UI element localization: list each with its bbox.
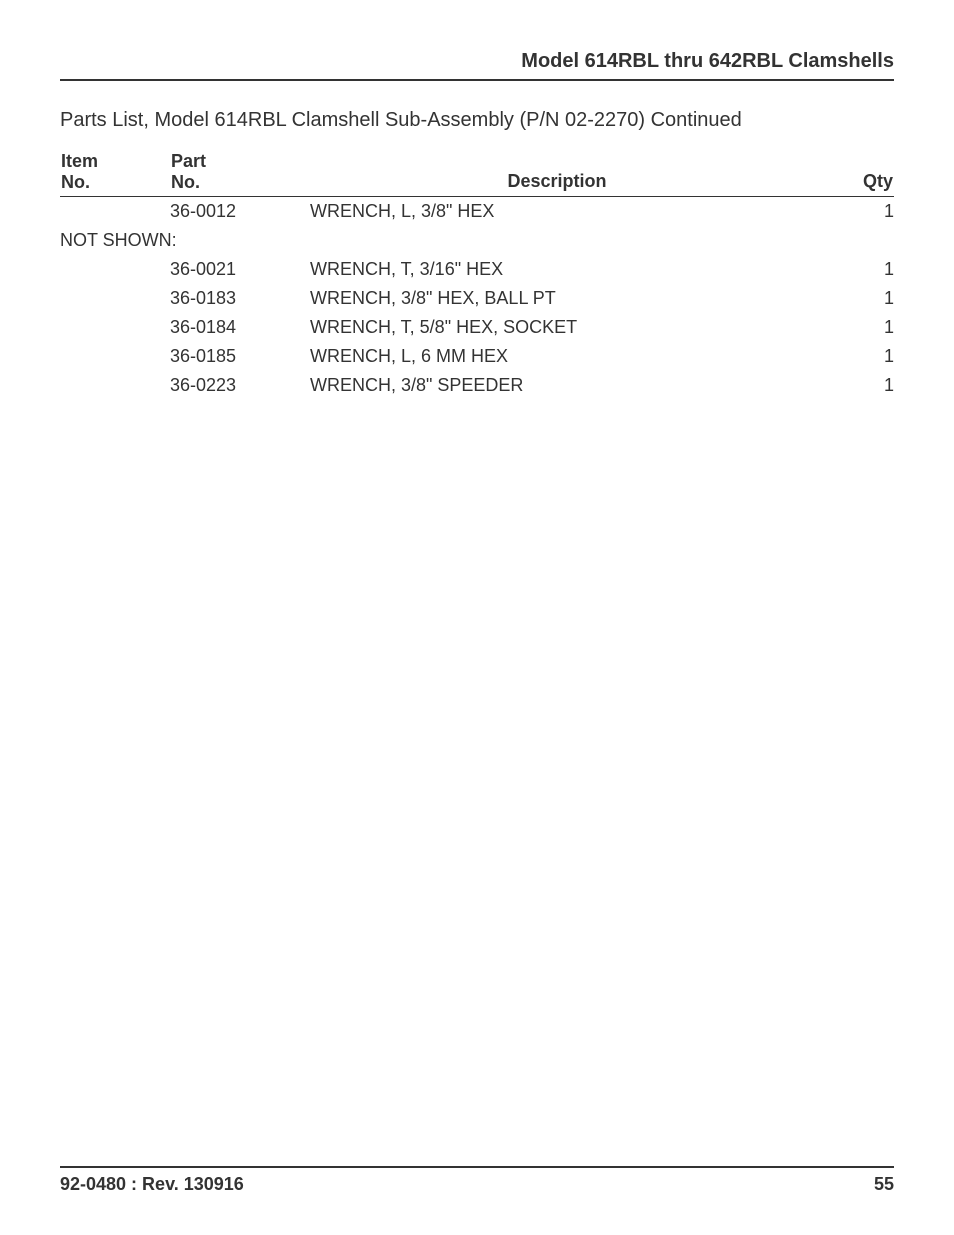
table-section-label: NOT SHOWN: bbox=[60, 226, 894, 255]
cell-part-no: 36-0021 bbox=[170, 255, 280, 284]
cell-description: WRENCH, T, 3/16" HEX bbox=[280, 255, 834, 284]
col-header-part-no-l2: No. bbox=[171, 172, 200, 192]
cell-item-no bbox=[60, 313, 170, 342]
cell-part-no: 36-0183 bbox=[170, 284, 280, 313]
table-row: 36-0012 WRENCH, L, 3/8" HEX 1 bbox=[60, 197, 894, 227]
cell-description: WRENCH, T, 5/8" HEX, SOCKET bbox=[280, 313, 834, 342]
cell-description: WRENCH, L, 6 MM HEX bbox=[280, 342, 834, 371]
page: Model 614RBL thru 642RBL Clamshells Part… bbox=[0, 0, 954, 1235]
cell-description: WRENCH, 3/8" HEX, BALL PT bbox=[280, 284, 834, 313]
cell-qty: 1 bbox=[834, 255, 894, 284]
footer-left: 92-0480 : Rev. 130916 bbox=[60, 1174, 244, 1195]
cell-qty: 1 bbox=[834, 197, 894, 227]
col-header-item-no-l2: No. bbox=[61, 172, 90, 192]
table-section-row: NOT SHOWN: bbox=[60, 226, 894, 255]
col-header-qty: Qty bbox=[834, 150, 894, 197]
cell-item-no bbox=[60, 342, 170, 371]
section-title: Parts List, Model 614RBL Clamshell Sub-A… bbox=[60, 109, 894, 132]
cell-part-no: 36-0012 bbox=[170, 197, 280, 227]
page-header-title: Model 614RBL thru 642RBL Clamshells bbox=[60, 50, 894, 81]
page-footer: 92-0480 : Rev. 130916 55 bbox=[60, 1166, 894, 1195]
cell-qty: 1 bbox=[834, 342, 894, 371]
col-header-item-no: Item No. bbox=[60, 150, 170, 197]
cell-part-no: 36-0185 bbox=[170, 342, 280, 371]
table-row: 36-0183 WRENCH, 3/8" HEX, BALL PT 1 bbox=[60, 284, 894, 313]
cell-item-no bbox=[60, 197, 170, 227]
table-row: 36-0185 WRENCH, L, 6 MM HEX 1 bbox=[60, 342, 894, 371]
cell-description: WRENCH, L, 3/8" HEX bbox=[280, 197, 834, 227]
table-row: 36-0021 WRENCH, T, 3/16" HEX 1 bbox=[60, 255, 894, 284]
cell-part-no: 36-0223 bbox=[170, 371, 280, 400]
cell-item-no bbox=[60, 255, 170, 284]
cell-part-no: 36-0184 bbox=[170, 313, 280, 342]
cell-qty: 1 bbox=[834, 313, 894, 342]
col-header-description: Description bbox=[280, 150, 834, 197]
cell-item-no bbox=[60, 284, 170, 313]
table-body: 36-0012 WRENCH, L, 3/8" HEX 1 NOT SHOWN:… bbox=[60, 197, 894, 401]
col-header-part-no: Part No. bbox=[170, 150, 280, 197]
footer-right: 55 bbox=[874, 1174, 894, 1195]
col-header-item-no-l1: Item bbox=[61, 151, 98, 171]
cell-item-no bbox=[60, 371, 170, 400]
cell-qty: 1 bbox=[834, 284, 894, 313]
table-header-row: Item No. Part No. Description Qty bbox=[60, 150, 894, 197]
table-row: 36-0223 WRENCH, 3/8" SPEEDER 1 bbox=[60, 371, 894, 400]
cell-description: WRENCH, 3/8" SPEEDER bbox=[280, 371, 834, 400]
parts-table: Item No. Part No. Description Qty 36-001… bbox=[60, 150, 894, 400]
cell-qty: 1 bbox=[834, 371, 894, 400]
table-row: 36-0184 WRENCH, T, 5/8" HEX, SOCKET 1 bbox=[60, 313, 894, 342]
col-header-part-no-l1: Part bbox=[171, 151, 206, 171]
